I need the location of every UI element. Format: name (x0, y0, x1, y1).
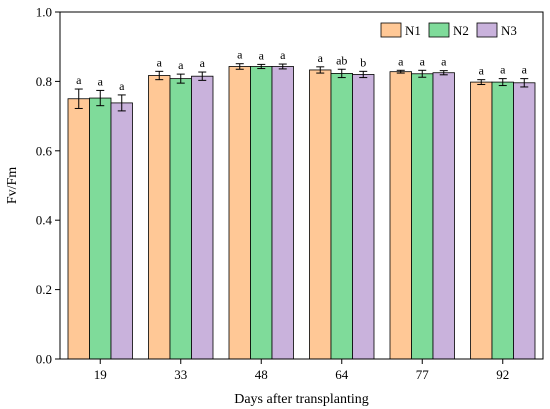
error-bar-n3-day-92 (520, 78, 529, 88)
error-bar-n1-day-77 (396, 69, 405, 74)
x-ticks-layer: 19 33 48 64 77 92 (94, 359, 509, 382)
legend-entry-n3: N3 (476, 22, 517, 38)
bar-n1-day-64 (309, 69, 332, 360)
significance-letter-n1-day-48: a (237, 48, 243, 62)
x-tick-label-64: 64 (335, 367, 349, 382)
significance-letter-n3-day-19: a (119, 79, 125, 93)
error-bar-n3-day-19 (117, 94, 126, 112)
significance-letter-n3-day-33: a (200, 56, 206, 70)
legend-entry-n1: N1 (380, 22, 421, 38)
bars-layer (67, 66, 536, 360)
x-axis-label: Days after transplanting (234, 392, 369, 407)
bar-n3-day-64 (352, 74, 375, 360)
error-bars-layer (74, 63, 529, 112)
bar-n2-day-19 (89, 97, 112, 360)
significance-letter-n1-day-33: a (157, 55, 163, 69)
y-axis-label: Fv/Fm (5, 167, 20, 204)
bar-n2-day-92 (491, 81, 514, 360)
error-bar-n3-day-48 (278, 63, 287, 70)
error-bar-n1-day-48 (235, 63, 244, 70)
significance-letter-n1-day-92: a (479, 64, 485, 78)
legend-swatch-n2 (428, 22, 450, 38)
significance-letters-layer: a a aa a aa a a a ab b a a aa a a (76, 48, 528, 93)
bar-n1-day-92 (470, 81, 493, 360)
significance-letter-n2-day-19: a (98, 74, 104, 88)
error-bar-n2-day-48 (257, 63, 266, 70)
x-tick-label-33: 33 (174, 367, 187, 382)
bar-n1-day-19 (67, 98, 90, 360)
significance-letter-n3-day-64: b (360, 55, 366, 69)
significance-letter-n2-day-77: a (420, 54, 426, 68)
y-tick-label-0.4: 0.4 (36, 213, 53, 228)
significance-letter-n3-day-48: a (280, 48, 286, 62)
x-tick-label-92: 92 (496, 367, 509, 382)
error-bar-n1-day-19 (74, 88, 83, 109)
bar-n3-day-48 (271, 66, 294, 360)
bar-n2-day-64 (330, 73, 353, 360)
bar-n1-day-48 (228, 66, 251, 360)
legend-label-n2: N2 (453, 23, 469, 38)
significance-letter-n1-day-64: a (318, 51, 324, 65)
significance-letter-n1-day-77: a (398, 54, 404, 68)
plot-frame (59, 11, 544, 360)
legend-swatch-n1 (380, 22, 402, 38)
y-tick-label-0.2: 0.2 (36, 282, 52, 297)
legend-label-n1: N1 (405, 23, 421, 38)
bar-n2-day-33 (169, 78, 192, 360)
error-bar-n2-day-19 (96, 89, 105, 107)
legend-label-n3: N3 (501, 23, 517, 38)
bar-n1-day-77 (389, 71, 412, 360)
bar-n2-day-77 (411, 73, 434, 360)
significance-letter-n2-day-33: a (178, 58, 184, 72)
significance-letter-n3-day-77: a (441, 55, 447, 69)
y-tick-label-0.0: 0.0 (36, 352, 52, 367)
y-tick-label-0.8: 0.8 (36, 74, 52, 89)
x-tick-label-19: 19 (94, 367, 107, 382)
significance-letter-n1-day-19: a (76, 73, 82, 87)
axes-layer (59, 11, 544, 360)
x-tick-label-77: 77 (416, 367, 430, 382)
y-tick-label-1.0: 1.0 (36, 5, 52, 20)
bar-n3-day-92 (513, 82, 536, 360)
significance-letter-n2-day-64: ab (336, 53, 347, 67)
error-bar-n3-day-64 (359, 70, 368, 79)
error-bar-n2-day-77 (418, 69, 427, 78)
error-bar-n1-day-92 (477, 79, 486, 86)
bar-n2-day-48 (250, 66, 273, 360)
error-bar-n1-day-64 (316, 66, 325, 74)
error-bar-n3-day-77 (439, 70, 448, 76)
error-bar-n3-day-33 (198, 71, 207, 81)
bar-n3-day-19 (110, 102, 133, 360)
legend-swatch-n3 (476, 22, 498, 38)
significance-letter-n3-day-92: a (522, 63, 528, 77)
error-bar-n2-day-64 (337, 68, 346, 79)
error-bar-n1-day-33 (155, 70, 164, 81)
bar-n3-day-33 (191, 75, 214, 360)
y-ticks-layer: 0.0 0.2 0.4 0.6 0.8 1.0 (36, 5, 60, 367)
bar-n1-day-33 (148, 75, 171, 360)
y-tick-label-0.6: 0.6 (36, 143, 53, 158)
error-bar-n2-day-92 (498, 78, 507, 87)
significance-letter-n2-day-92: a (500, 63, 506, 77)
legend: N1 N2 N3 (380, 22, 517, 38)
legend-entry-n2: N2 (428, 22, 469, 38)
bar-n3-day-77 (432, 72, 455, 360)
significance-letter-n2-day-48: a (259, 48, 265, 62)
error-bar-n2-day-33 (176, 73, 185, 84)
x-tick-label-48: 48 (255, 367, 268, 382)
